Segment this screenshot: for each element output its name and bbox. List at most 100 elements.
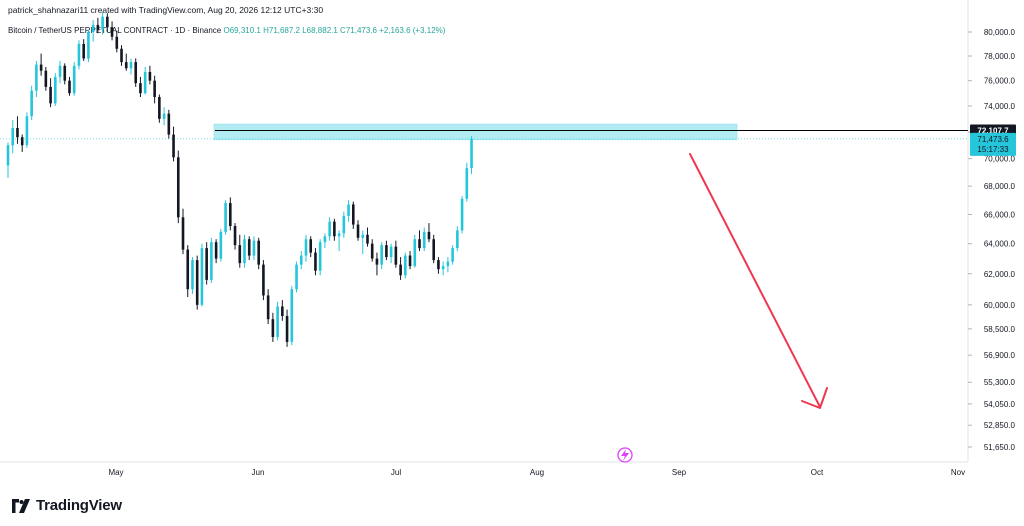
tradingview-brand[interactable]: TradingView [36,497,122,514]
candle-body [422,231,426,249]
y-tick-label: 60,000.0 [984,301,1016,310]
footer: TradingView [10,497,122,514]
candle-body [252,240,256,256]
y-tick-label: 56,900.0 [984,351,1016,360]
y-tick-label: 64,000.0 [984,240,1016,249]
candle-body [210,242,213,280]
y-tick-label: 62,000.0 [984,270,1016,279]
candle-body [451,248,454,262]
candle-body [11,127,15,146]
candle-body [54,76,57,104]
x-tick-label: Oct [811,468,824,477]
candle-body [200,248,204,305]
candle-body [30,90,33,117]
candle-body [6,145,10,166]
candle-body [181,217,185,250]
y-tick-label: 55,300.0 [984,378,1016,387]
event-bolt-icon [621,449,629,461]
candle-body [266,295,270,320]
candle-body [158,97,161,119]
y-tick-label: 52,850.0 [984,421,1016,430]
candle-body [380,245,383,265]
y-tick-label: 74,000.0 [984,102,1016,111]
candle-body [418,239,421,249]
candle-body [167,113,171,135]
x-tick-label: Nov [951,468,965,477]
candle-body [39,64,43,71]
y-tick-label: 58,500.0 [984,325,1016,334]
candle-body [351,204,355,225]
candle-body [328,221,331,237]
candle-body [63,65,67,81]
candle-body [276,306,279,338]
x-tick-label: Aug [530,468,544,477]
candle-body [224,203,227,232]
candle-body [233,226,237,246]
y-tick-label: 80,000.0 [984,28,1016,37]
candle-body [465,168,469,199]
projection-arrow [689,153,821,408]
candle-body [58,65,62,77]
candle-body [389,246,393,258]
candle-body [195,260,199,305]
candle-body [342,215,346,234]
chart-credit: patrick_shahnazari11 created with Tradin… [8,5,324,15]
candle-body [96,24,100,30]
y-tick-label: 66,000.0 [984,210,1016,219]
candle-body [413,239,417,267]
projection-arrowhead [801,387,828,409]
candle-body [314,252,317,271]
candle-body [295,264,298,290]
candle-body [20,137,24,146]
countdown-label: 15:17:33 [977,145,1009,154]
candle-body [456,230,459,249]
candle-body [191,260,194,290]
candle-body [299,255,303,265]
tradingview-logo-icon[interactable] [10,498,32,513]
candle-body [72,65,76,94]
candle-body [281,306,284,316]
candle-body [460,198,464,231]
y-tick-label: 51,650.0 [984,443,1016,452]
candle-body [176,157,180,218]
candle-body [366,234,369,244]
candle-body [370,243,374,259]
candle-body [399,264,402,276]
candle-body [106,16,109,28]
candle-body [139,83,142,94]
candle-body [404,255,407,276]
candle-body [446,261,450,267]
candle-body [257,240,260,265]
candle-body [394,246,398,265]
candle-body [347,204,350,216]
candle-body [110,27,114,37]
candle-body [77,43,81,66]
y-tick-label: 54,050.0 [984,400,1016,409]
candle-body [247,239,251,256]
y-tick-label: 76,000.0 [984,77,1016,86]
candle-body [229,203,232,227]
candle-body [323,236,327,243]
symbol-name[interactable]: Bitcoin / TetherUS PERPETUAL CONTRACT · … [8,26,222,35]
candle-body [16,127,19,138]
candle-body [437,260,440,270]
candle-body [290,289,294,342]
candle-body [91,24,95,32]
ohlc-values: O69,310.1 H71,687.2 L68,882.1 C71,473.6 … [223,26,446,35]
candle-body [271,319,275,338]
candle-body [219,231,223,259]
candle-body [124,62,128,69]
level-price-label: 72,107.7 [977,127,1009,136]
candle-body [143,71,147,94]
last-price-tag [970,132,1016,156]
candle-body [205,248,208,280]
x-tick-label: Sep [672,468,687,477]
candle-body [318,242,322,271]
candle-body [408,255,412,267]
candle-body [238,245,242,264]
candle-body [186,249,190,290]
candle-body [44,70,48,87]
candle-body [304,239,308,256]
candle-body [25,116,29,146]
